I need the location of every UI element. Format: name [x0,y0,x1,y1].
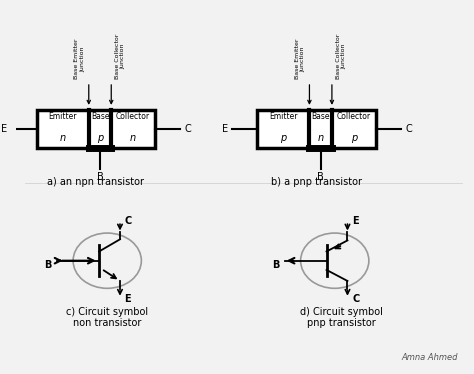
Text: Emitter: Emitter [269,112,298,121]
Text: E: E [222,124,228,134]
Text: Emitter: Emitter [48,112,77,121]
Text: b) a pnp transistor: b) a pnp transistor [271,177,362,187]
Text: Collector: Collector [337,112,371,121]
Text: C: C [352,294,359,304]
Text: d) Circuit symbol
pnp transistor: d) Circuit symbol pnp transistor [300,307,383,328]
Text: Amna Ahmed: Amna Ahmed [401,353,457,362]
Text: Base: Base [91,112,109,121]
Text: B: B [45,260,52,270]
Text: C: C [125,216,132,226]
Text: p: p [97,133,103,143]
Bar [36,110,155,148]
Text: p: p [351,133,357,143]
Text: Collector: Collector [116,112,150,121]
Text: E: E [1,124,7,134]
Text: n: n [130,133,136,143]
Text: n: n [60,133,66,143]
Text: n: n [318,133,324,143]
Bar [257,110,376,148]
Text: E: E [352,216,359,226]
Text: p: p [280,133,287,143]
Text: Base Emitter
Junction: Base Emitter Junction [295,39,306,79]
Text: B: B [317,172,324,182]
Text: C: C [184,124,191,134]
Text: E: E [125,294,131,304]
Text: B: B [97,172,103,182]
Text: C: C [405,124,412,134]
Text: a) an npn transistor: a) an npn transistor [47,177,145,187]
Text: B: B [272,260,279,270]
Text: Base Collector
Junction: Base Collector Junction [115,34,126,79]
Text: Base: Base [311,112,330,121]
Text: c) Circuit symbol
non transistor: c) Circuit symbol non transistor [66,307,148,328]
Text: Base Emitter
Junction: Base Emitter Junction [74,39,85,79]
Text: Base Collector
Junction: Base Collector Junction [336,34,346,79]
